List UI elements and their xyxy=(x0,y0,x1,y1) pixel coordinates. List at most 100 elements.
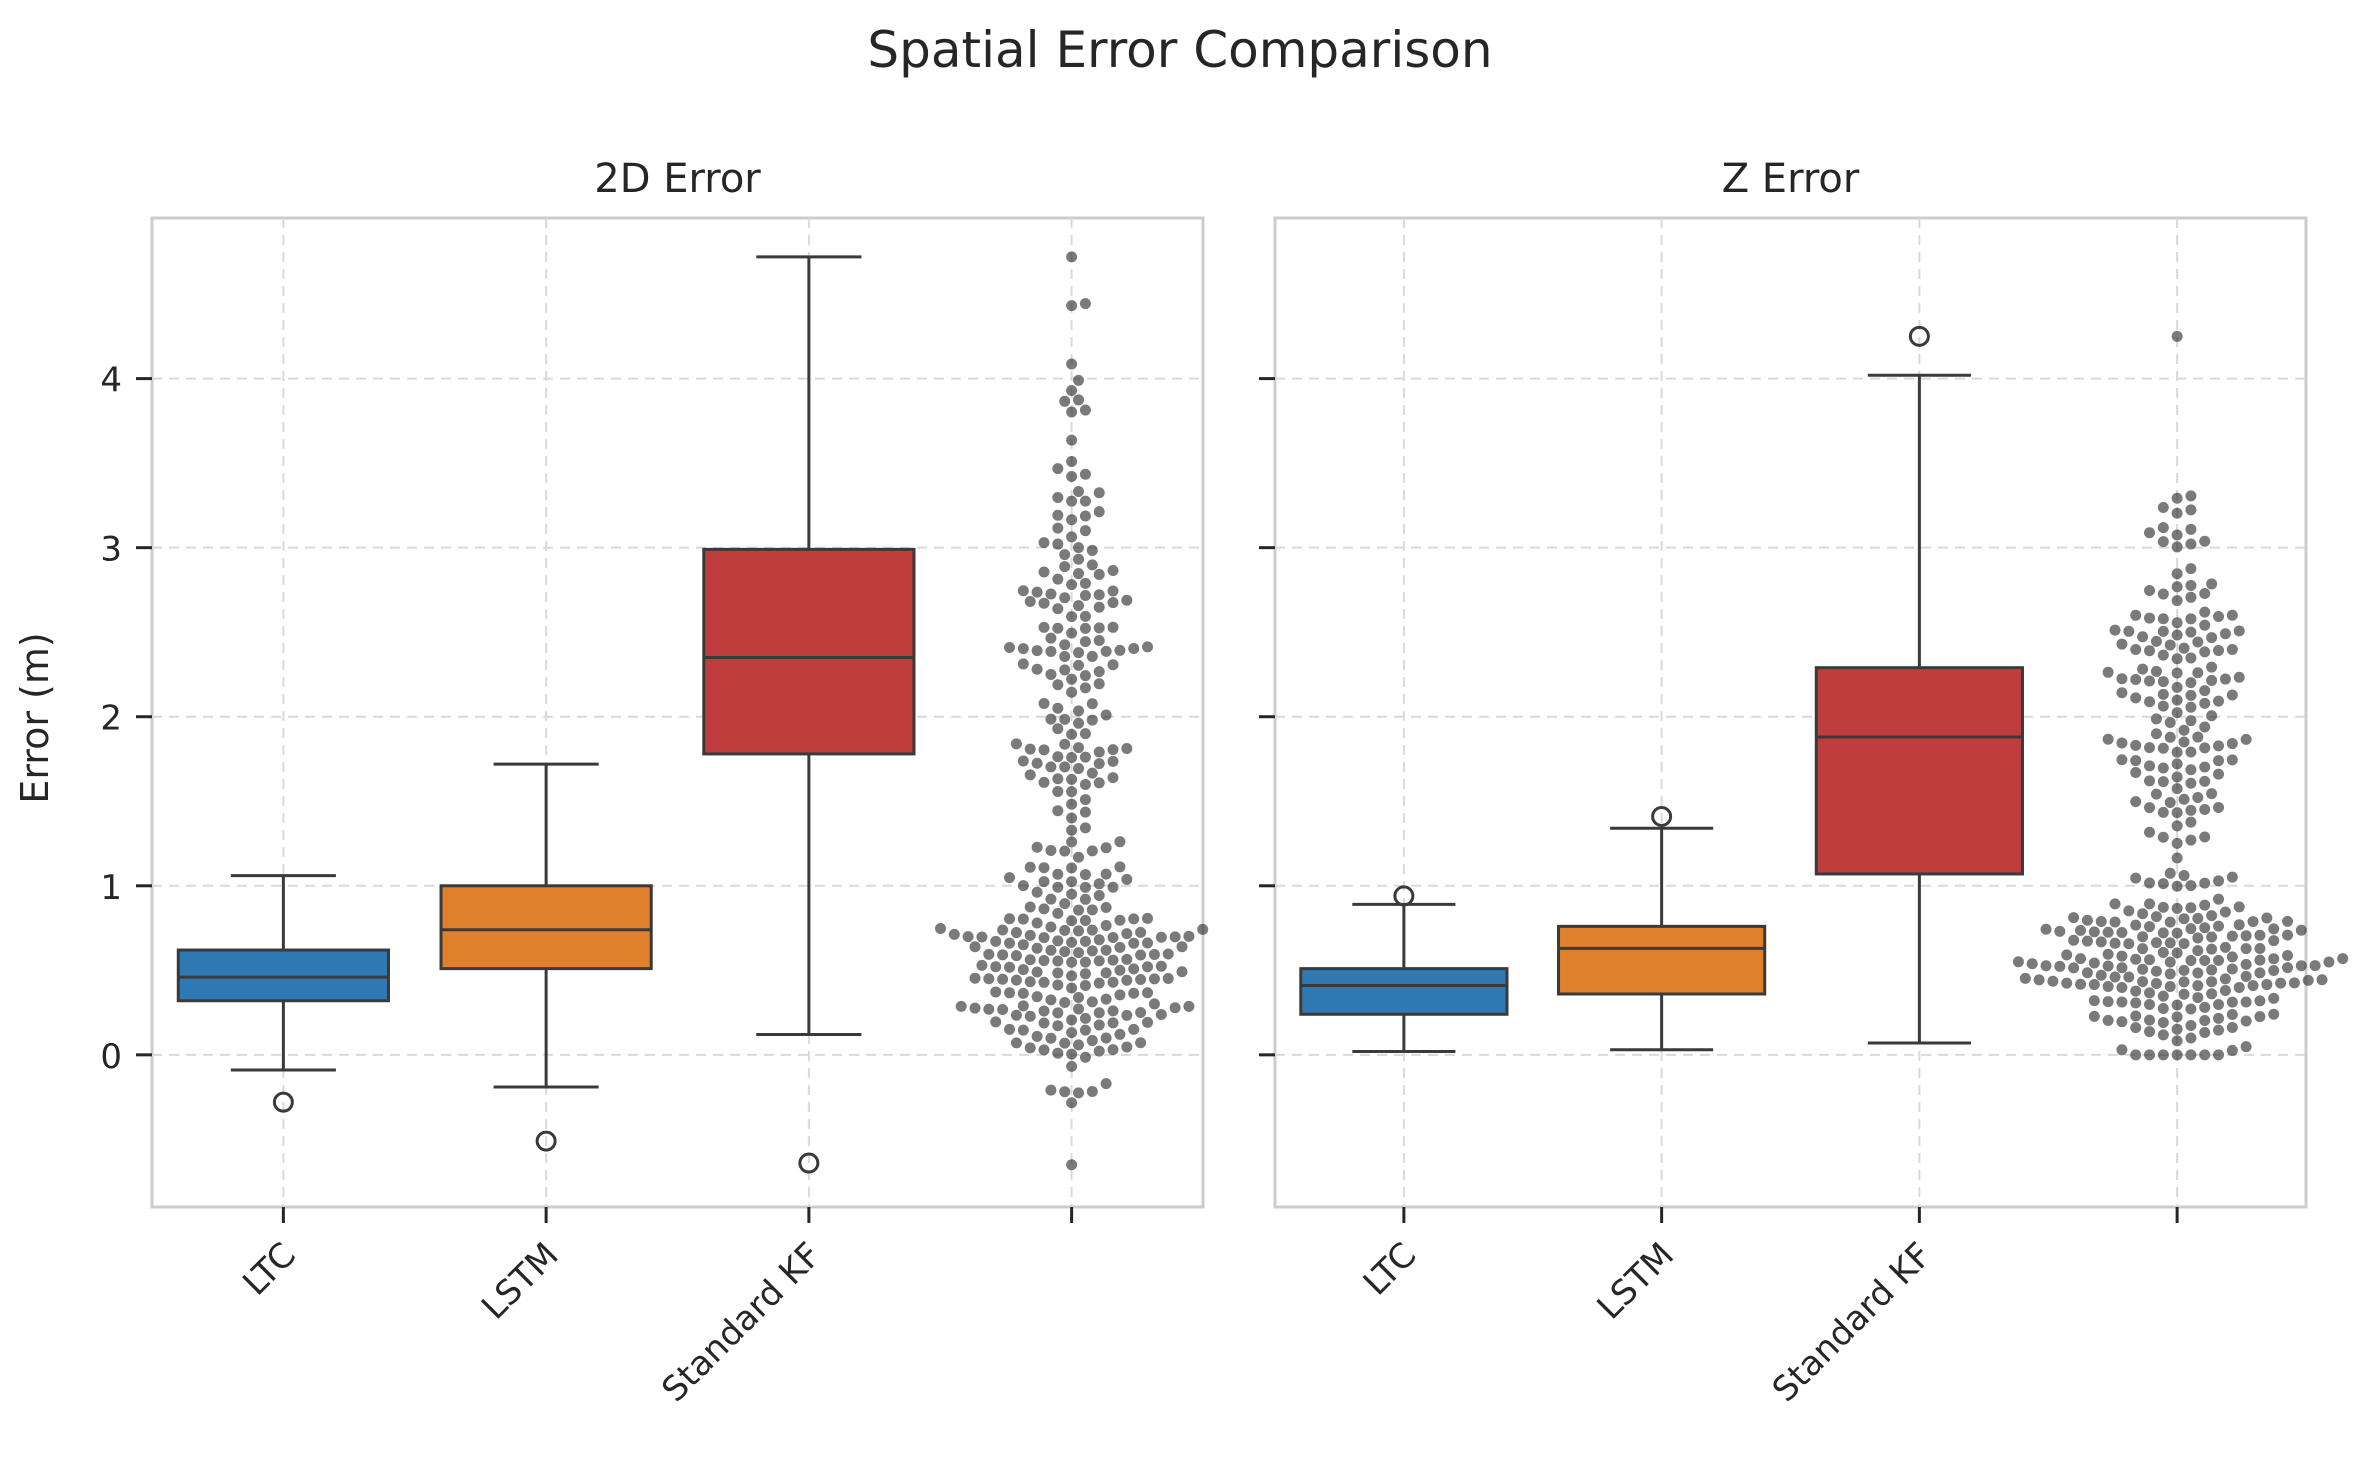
swarm-point xyxy=(2164,937,2176,949)
swarm-point xyxy=(1038,537,1050,549)
swarm-point xyxy=(1162,972,1174,984)
swarm-point xyxy=(1059,561,1071,573)
swarm-point xyxy=(1079,751,1091,763)
swarm-point xyxy=(1100,902,1112,914)
swarm-point xyxy=(1059,592,1071,604)
swarm-point xyxy=(1073,763,1085,775)
swarm-point xyxy=(2213,695,2225,707)
swarm-point xyxy=(2116,926,2128,938)
swarm-point xyxy=(2137,663,2149,675)
swarm-point xyxy=(1079,468,1091,480)
swarm-point xyxy=(1066,686,1078,698)
swarm-point xyxy=(1045,713,1057,725)
swarm-point xyxy=(2144,1026,2156,1038)
swarm-point xyxy=(1197,923,1209,935)
swarm-point xyxy=(2164,968,2176,980)
swarm-point xyxy=(2323,956,2335,968)
swarm-point xyxy=(2123,905,2135,917)
swarm-point xyxy=(2199,697,2211,709)
swarm-point xyxy=(2171,783,2183,795)
swarm-point xyxy=(2213,802,2225,814)
box-lstm xyxy=(1557,805,1767,1052)
swarm-point xyxy=(2144,775,2156,787)
swarm-point xyxy=(2150,713,2162,725)
swarm-point xyxy=(1052,773,1064,785)
swarm-point xyxy=(1052,1047,1064,1059)
swarm-point xyxy=(2061,977,2073,989)
swarm-point xyxy=(2206,674,2218,686)
swarm-point xyxy=(1066,456,1078,468)
swarm-point xyxy=(1059,1037,1071,1049)
swarm-point xyxy=(976,931,988,943)
swarm-point xyxy=(1017,1000,1029,1012)
swarm-point xyxy=(1086,650,1098,662)
swarm-point xyxy=(1079,1051,1091,1063)
swarm-point xyxy=(2254,954,2266,966)
swarm-point xyxy=(2102,666,2114,678)
swarm-point xyxy=(1059,924,1071,936)
swarm-point xyxy=(1079,404,1091,416)
swarm-point xyxy=(2178,988,2190,1000)
swarm-point xyxy=(983,973,995,985)
swarm-point xyxy=(1052,538,1064,550)
swarm-point xyxy=(2157,522,2169,534)
swarm-point xyxy=(2199,1014,2211,1026)
swarm-point xyxy=(2199,922,2211,934)
swarm-point xyxy=(2157,625,2169,637)
swarm-point xyxy=(2130,997,2142,1009)
swarm-point xyxy=(2206,632,2218,644)
swarm-point xyxy=(2185,1019,2197,1031)
swarm-point xyxy=(1010,1009,1022,1021)
swarm-point xyxy=(990,935,1002,947)
swarm-point xyxy=(2199,831,2211,843)
swarm-point xyxy=(2178,913,2190,925)
swarm-point xyxy=(2171,681,2183,693)
swarm-point xyxy=(2206,988,2218,1000)
swarm-point xyxy=(1066,752,1078,764)
swarm-point xyxy=(1135,1037,1147,1049)
swarm-point xyxy=(2130,644,2142,656)
swarm-point xyxy=(2157,901,2169,913)
swarm-point xyxy=(1093,487,1105,499)
swarm-point xyxy=(948,928,960,940)
swarm-point xyxy=(1128,987,1140,999)
swarm-point xyxy=(2199,742,2211,754)
swarm-point xyxy=(2178,870,2190,882)
swarm-point xyxy=(1142,937,1154,949)
swarm-point xyxy=(2130,692,2142,704)
swarm-point xyxy=(2302,974,2314,986)
swarm-point xyxy=(1073,947,1085,959)
swarm-point xyxy=(2171,707,2183,719)
swarm-point xyxy=(2157,588,2169,600)
swarm-point xyxy=(1066,514,1078,526)
swarm-point xyxy=(1066,611,1078,623)
swarm-point xyxy=(1135,1007,1147,1019)
swarm-point xyxy=(1121,873,1133,885)
swarm-point xyxy=(997,973,1009,985)
swarm-point xyxy=(1100,1032,1112,1044)
swarm-point xyxy=(1052,785,1064,797)
swarm-point xyxy=(2081,967,2093,979)
swarm-point xyxy=(1066,728,1078,740)
swarm-point xyxy=(2164,956,2176,968)
swarm-point xyxy=(1052,907,1064,919)
swarm-point xyxy=(2226,609,2238,621)
swarm-point xyxy=(2171,852,2183,864)
swarm-point xyxy=(2040,923,2052,935)
swarm-point xyxy=(2226,1044,2238,1056)
swarm-point xyxy=(2199,877,2211,889)
swarm-point xyxy=(2157,536,2169,548)
swarm-point xyxy=(1031,841,1043,853)
swarm-point xyxy=(2192,967,2204,979)
swarm-point xyxy=(2254,942,2266,954)
swarm-point xyxy=(2171,902,2183,914)
swarm-point xyxy=(2213,1024,2225,1036)
swarm-point xyxy=(1086,767,1098,779)
swarm-point xyxy=(2144,696,2156,708)
swarm-point xyxy=(2157,649,2169,661)
box-body xyxy=(439,884,653,971)
swarm-point xyxy=(2268,935,2280,947)
swarm-point xyxy=(1045,588,1057,600)
swarm-point xyxy=(2213,893,2225,905)
swarm-point xyxy=(1010,974,1022,986)
